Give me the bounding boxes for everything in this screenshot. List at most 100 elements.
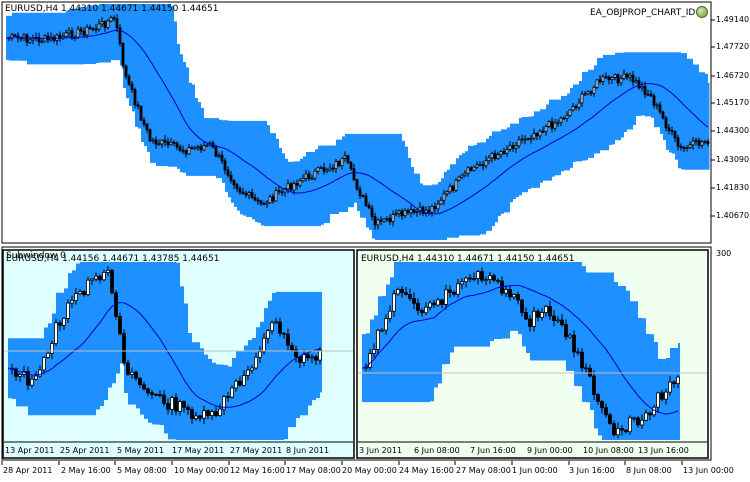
candle-body bbox=[456, 283, 460, 295]
candle-body bbox=[206, 410, 210, 416]
price-tick: 1.40670 bbox=[716, 211, 750, 220]
candle-body bbox=[682, 146, 686, 149]
right-time-tick: 9 Jun 00:00 bbox=[527, 446, 573, 455]
price-tick: 1.45170 bbox=[716, 98, 750, 107]
candle-body bbox=[277, 190, 281, 193]
main-envelope-band bbox=[6, 4, 710, 240]
candle-body bbox=[205, 144, 209, 147]
candle-body bbox=[520, 299, 524, 313]
candle-body bbox=[397, 210, 401, 214]
candle-body bbox=[70, 30, 74, 39]
candle-body bbox=[655, 104, 659, 107]
left-time-tick: 17 May 2011 bbox=[172, 446, 225, 455]
candle-body bbox=[624, 429, 628, 433]
candle-body bbox=[31, 38, 35, 41]
candle-body bbox=[290, 344, 294, 351]
candle-body bbox=[130, 83, 134, 90]
right-moving-average bbox=[361, 284, 679, 415]
candle-body bbox=[628, 74, 632, 78]
candle-body bbox=[103, 21, 107, 28]
left-candles bbox=[10, 266, 322, 425]
candle-body bbox=[259, 200, 263, 204]
candle-body bbox=[538, 130, 542, 137]
candle-body bbox=[460, 281, 464, 285]
candle-body bbox=[444, 289, 448, 305]
candle-body bbox=[30, 378, 34, 386]
candle-body bbox=[517, 139, 521, 147]
candle-body bbox=[325, 169, 329, 172]
candle-body bbox=[100, 21, 104, 25]
candle-body bbox=[124, 65, 128, 77]
candle-body bbox=[202, 145, 206, 151]
candle-body bbox=[196, 146, 200, 149]
candle-body bbox=[403, 209, 407, 217]
candle-body bbox=[595, 79, 599, 88]
candle-body bbox=[318, 349, 322, 361]
candle-body bbox=[158, 394, 162, 397]
price-tick: 1.43090 bbox=[716, 155, 750, 164]
candle-body bbox=[553, 122, 557, 129]
candle-body bbox=[660, 392, 664, 400]
candle-body bbox=[355, 179, 359, 190]
candle-body bbox=[440, 299, 444, 305]
candle-body bbox=[38, 369, 42, 377]
candle-body bbox=[384, 318, 388, 331]
candle-body bbox=[572, 334, 576, 353]
candle-body bbox=[436, 299, 440, 306]
main-chart-header: EURUSD,H4 1.44310 1.44671 1.44150 1.4465… bbox=[5, 4, 219, 14]
candle-body bbox=[278, 321, 282, 334]
candle-body bbox=[652, 95, 656, 106]
candle-body bbox=[514, 145, 518, 149]
candle-body bbox=[604, 407, 608, 416]
candle-body bbox=[463, 172, 467, 176]
price-tick: 1.46720 bbox=[716, 71, 750, 80]
candle-body bbox=[37, 37, 41, 43]
time-tick: 27 May 08:00 bbox=[456, 466, 511, 475]
candle-body bbox=[178, 146, 182, 151]
candle-body bbox=[88, 26, 92, 29]
candle-body bbox=[476, 271, 480, 279]
candle-body bbox=[392, 293, 396, 312]
candle-body bbox=[668, 381, 672, 393]
candle-body bbox=[472, 166, 476, 171]
candle-body bbox=[560, 319, 564, 326]
candle-body bbox=[34, 375, 38, 380]
candle-body bbox=[445, 191, 449, 195]
candle-body bbox=[612, 423, 616, 436]
candle-body bbox=[346, 155, 350, 164]
candle-body bbox=[274, 321, 278, 324]
time-tick: 10 May 00:00 bbox=[174, 466, 229, 475]
candle-body bbox=[302, 354, 306, 363]
candle-body bbox=[145, 123, 149, 131]
candle-body bbox=[376, 329, 380, 350]
candle-body bbox=[547, 121, 551, 127]
candle-body bbox=[127, 75, 131, 85]
expert-smiley-icon[interactable] bbox=[696, 6, 708, 18]
candle-body bbox=[146, 388, 150, 394]
candle-body bbox=[421, 206, 425, 214]
candle-body bbox=[688, 144, 692, 148]
candle-body bbox=[232, 180, 236, 186]
right-time-tick: 7 Jun 16:00 bbox=[470, 446, 516, 455]
candle-body bbox=[420, 309, 424, 314]
candle-body bbox=[568, 109, 572, 116]
candle-body bbox=[313, 170, 317, 179]
candle-body bbox=[416, 302, 420, 311]
candle-body bbox=[478, 163, 482, 166]
candle-body bbox=[222, 396, 226, 410]
left-time-tick: 27 May 2011 bbox=[230, 446, 283, 455]
candle-body bbox=[439, 199, 443, 205]
candle-body bbox=[481, 163, 485, 167]
candle-body bbox=[40, 40, 44, 43]
main-moving-average bbox=[5, 29, 709, 215]
candle-body bbox=[616, 74, 620, 84]
candle-body bbox=[181, 149, 185, 152]
candle-body bbox=[46, 352, 50, 358]
candle-body bbox=[457, 176, 461, 181]
candle-body bbox=[226, 169, 230, 176]
candle-body bbox=[94, 28, 98, 31]
candle-body bbox=[42, 357, 46, 371]
candle-body bbox=[253, 196, 257, 201]
candle-body bbox=[282, 332, 286, 335]
